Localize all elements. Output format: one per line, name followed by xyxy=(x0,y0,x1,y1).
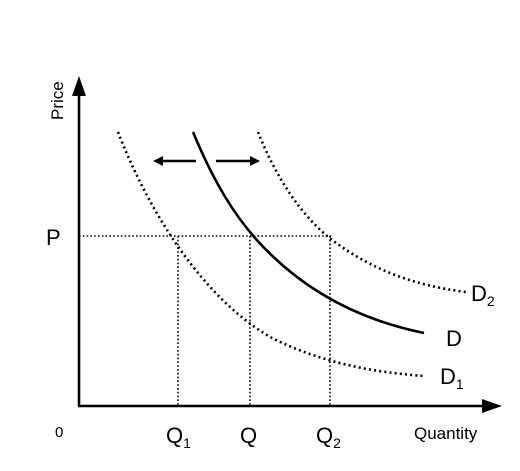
d-label: D xyxy=(446,326,462,351)
x-axis-label: Quantity xyxy=(414,424,478,443)
price-label: P xyxy=(46,225,61,250)
demand-curve-d xyxy=(191,131,425,335)
d1-label: D1 xyxy=(440,364,464,392)
x-axis-arrowhead xyxy=(482,399,502,413)
demand-curve-d1 xyxy=(116,131,425,378)
y-axis-label: Price xyxy=(48,81,67,120)
q-label: Q xyxy=(240,423,257,448)
axes xyxy=(72,76,502,413)
origin-label: 0 xyxy=(55,424,63,441)
d2-label: D2 xyxy=(471,281,495,309)
y-axis-arrowhead xyxy=(72,76,86,96)
q1-label: Q1 xyxy=(166,423,191,451)
demand-curve-d2 xyxy=(256,131,467,294)
q2-label: Q2 xyxy=(316,423,341,451)
